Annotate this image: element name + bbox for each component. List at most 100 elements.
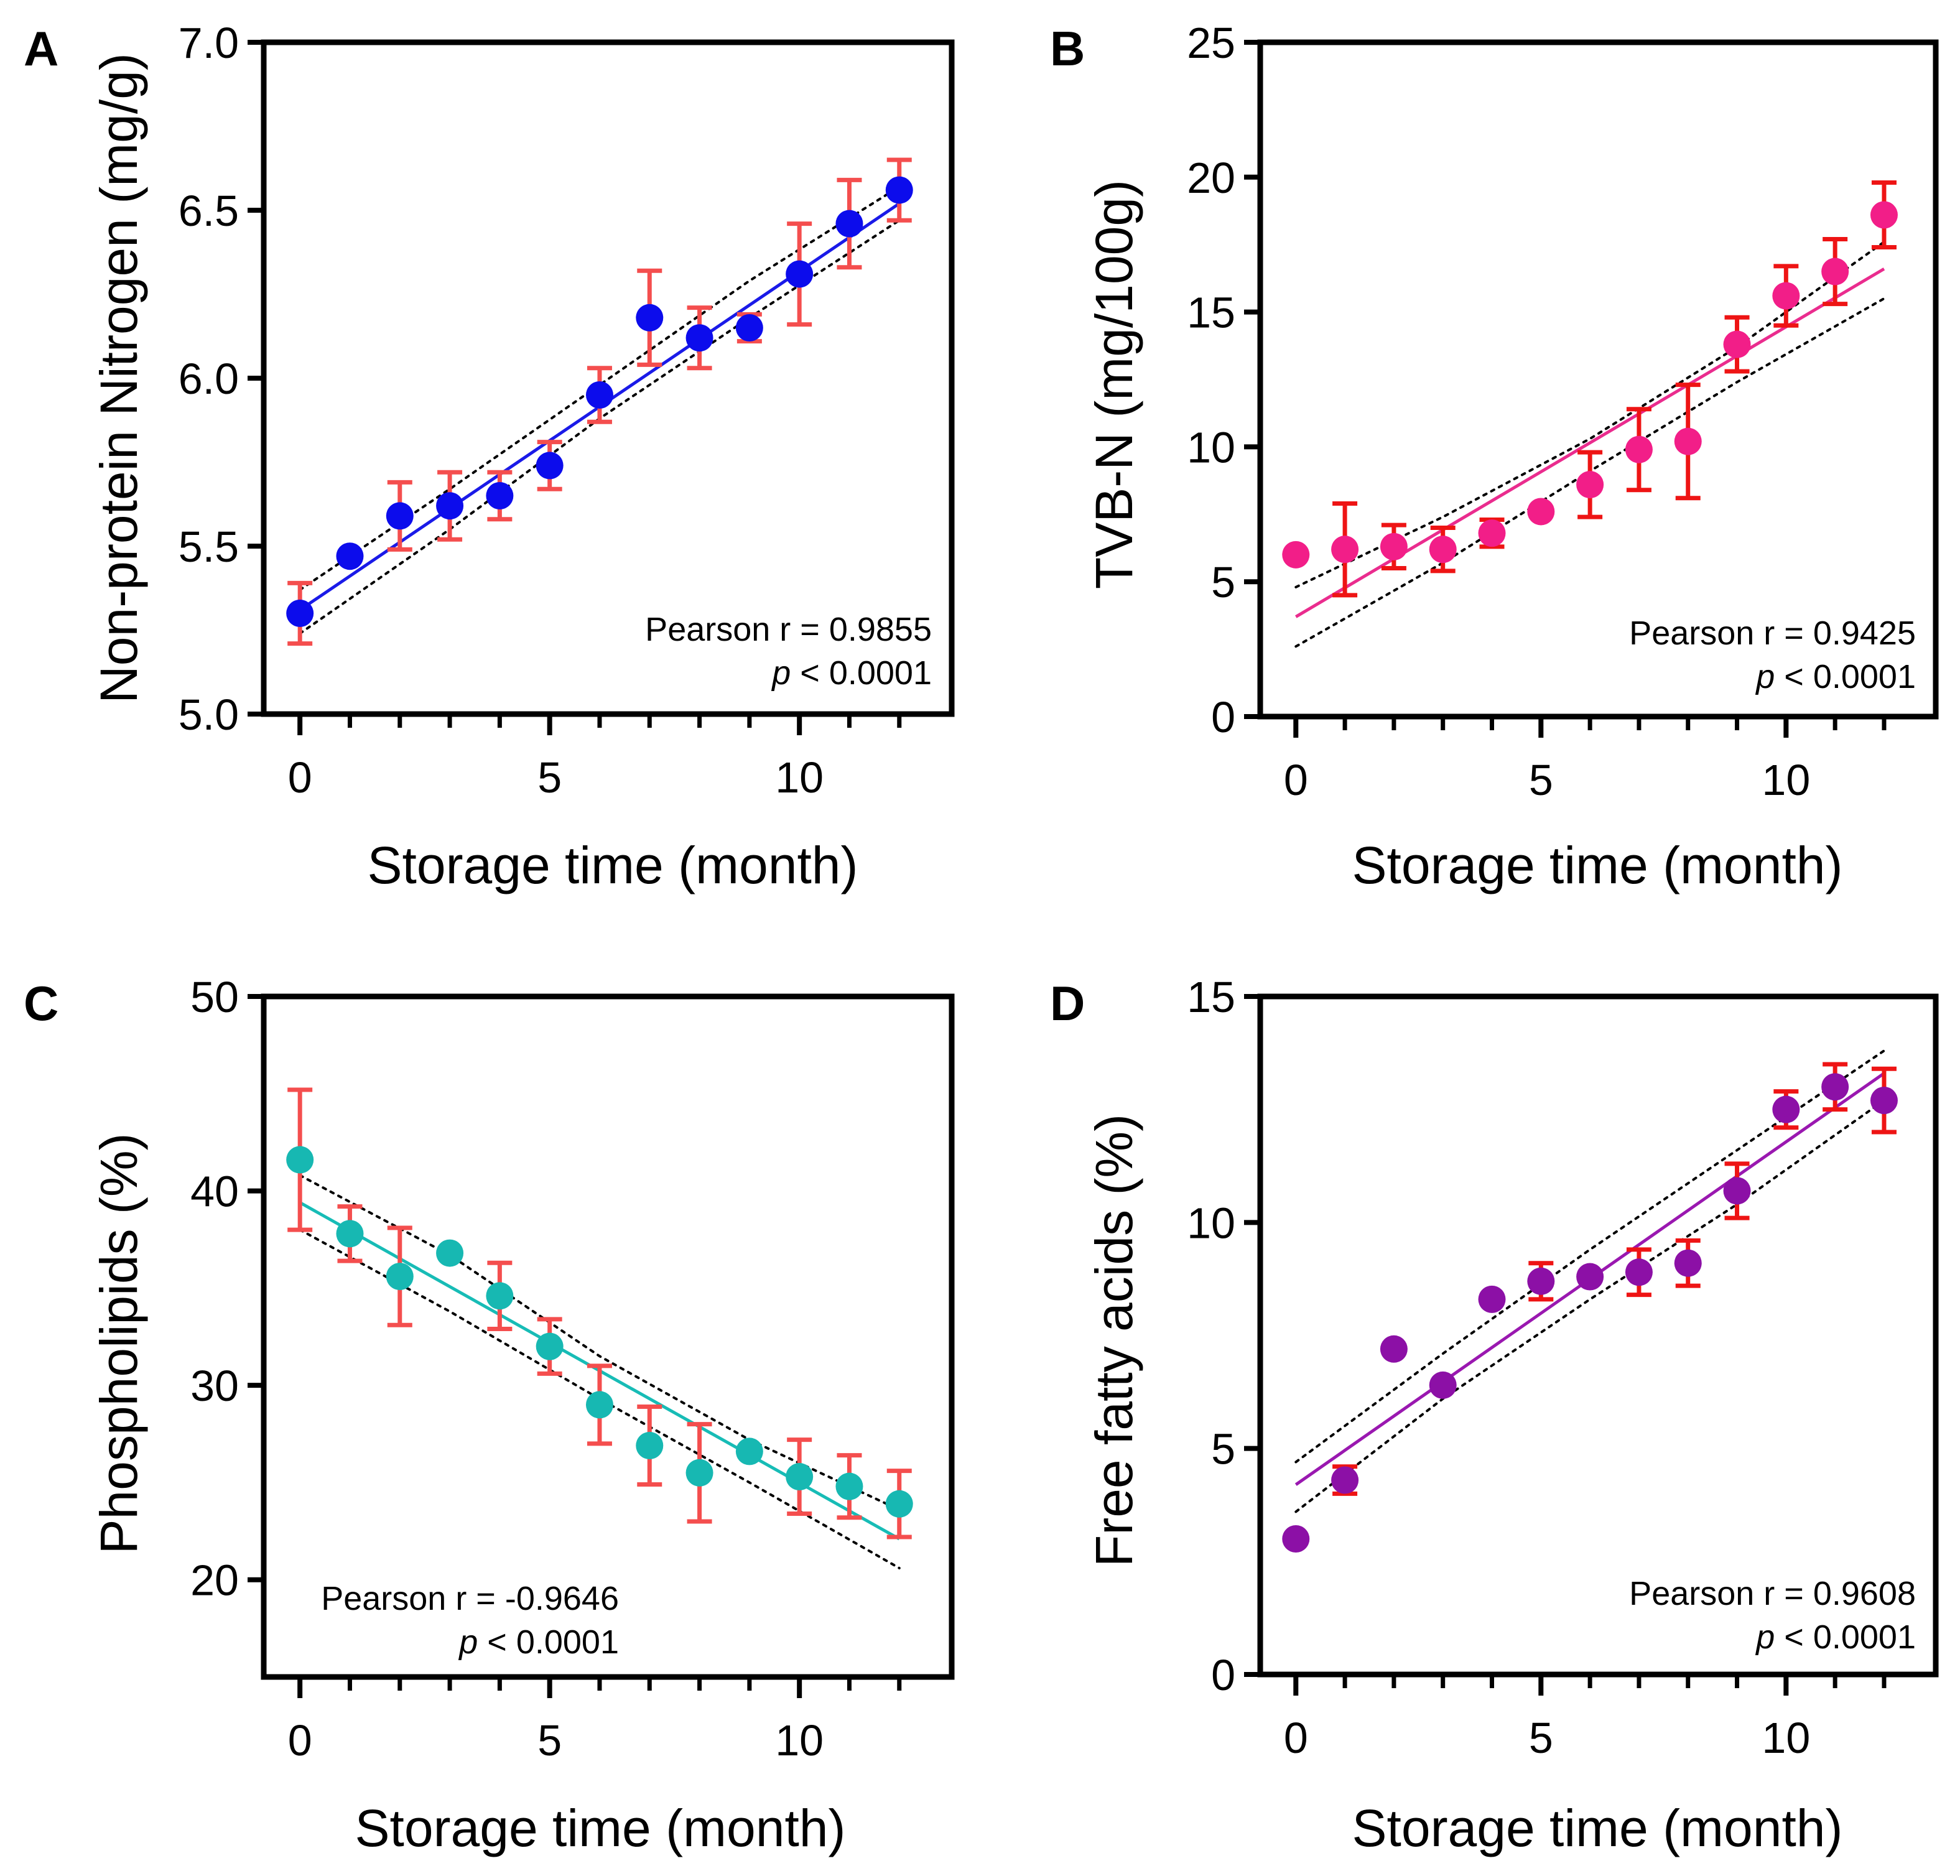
panel-b-data-point — [1772, 282, 1800, 310]
panel-c-data-point — [336, 1220, 364, 1248]
panel-d-data-point — [1282, 1525, 1310, 1553]
panel-d-data-point — [1772, 1095, 1800, 1123]
panel-letter-d: D — [1050, 976, 1085, 1031]
panel-d-ci-lower-line — [1294, 1099, 1885, 1513]
panel-a-p-value: p < 0.0001 — [771, 654, 932, 692]
panel-d-x-axis-label: Storage time (month) — [1352, 1799, 1843, 1857]
panel-c-data-point — [885, 1490, 913, 1518]
panel-d-data-point — [1674, 1249, 1702, 1277]
panel-d-ci-upper-line — [1294, 1049, 1885, 1464]
panel-d-marks: 0 5 10 15 0 5 10 — [1187, 973, 1939, 1762]
panel-b-y-tick-label: 10 — [1187, 423, 1235, 471]
panel-b-x-tick-label: 0 — [1284, 756, 1308, 804]
panel-d-x-tick-label: 5 — [1529, 1714, 1553, 1762]
panel-a-x-tick-label: 5 — [537, 753, 562, 802]
panel-c-data-point — [436, 1239, 464, 1267]
panel-a-data-point — [786, 260, 814, 288]
panel-b-p-value: p < 0.0001 — [1755, 658, 1916, 695]
panel-a-data-point — [585, 381, 613, 409]
panel-b-x-axis-label: Storage time (month) — [1352, 836, 1843, 894]
panel-d-data-point — [1625, 1258, 1653, 1286]
panel-a-data-point — [835, 210, 863, 238]
panel-b-y-tick-label: 20 — [1187, 154, 1235, 202]
panel-b-x-tick-label: 5 — [1529, 756, 1553, 804]
panel-a-y-tick-label: 5.5 — [179, 522, 239, 571]
panel-b-data-point — [1576, 471, 1604, 499]
panel-d-y-tick-label: 15 — [1187, 973, 1235, 1021]
panel-b-data-point — [1723, 330, 1751, 358]
panel-c-data-point — [286, 1146, 314, 1174]
panel-c-plot-frame — [261, 993, 955, 1680]
panel-d-p-value: p < 0.0001 — [1755, 1618, 1916, 1656]
panel-d-data-point — [1821, 1073, 1849, 1101]
panel-c-p-value: p < 0.0001 — [458, 1623, 619, 1661]
panel-b-y-tick-label: 0 — [1211, 693, 1235, 741]
panel-b-data-point — [1478, 519, 1506, 547]
panel-b-data-point — [1625, 435, 1653, 463]
panel-letter-b: B — [1050, 21, 1085, 76]
panel-b-y-tick-label: 15 — [1187, 289, 1235, 337]
panel-letter-a: A — [24, 21, 58, 76]
panel-a-y-axis-label: Non-protein Nitrogen (mg/g) — [90, 53, 148, 704]
panel-d-data-point — [1723, 1177, 1751, 1205]
panel-b-p-number: < 0.0001 — [1775, 658, 1916, 695]
panel-d-x-tick-label: 10 — [1762, 1714, 1810, 1762]
panel-d-data-point — [1527, 1267, 1555, 1295]
panel-c-data-point — [486, 1282, 514, 1310]
panel-b-data-point — [1380, 532, 1408, 560]
panel-a-x-tick-label: 10 — [775, 753, 824, 802]
panel-c-data-point — [735, 1437, 763, 1465]
panel-a-y-tick-label: 6.0 — [179, 355, 239, 403]
panel-d-y-tick-label: 5 — [1211, 1425, 1235, 1474]
panel-d-p-number: < 0.0001 — [1775, 1618, 1916, 1656]
panel-c-x-tick-label: 0 — [288, 1716, 312, 1765]
panel-b-marks: 0 5 10 15 20 25 0 5 10 — [1187, 19, 1939, 804]
panel-b-y-tick-label: 25 — [1187, 19, 1235, 67]
panel-a: A 5.0 5.5 6.0 6.5 7.0 0 5 10 Storage time (mont… — [24, 19, 955, 894]
panel-d-data-point — [1380, 1335, 1408, 1363]
panel-c-data-point — [685, 1459, 713, 1487]
panel-a-data-point — [536, 452, 564, 480]
panel-c-x-axis-label: Storage time (month) — [355, 1799, 846, 1857]
panel-c-y-tick-label: 50 — [190, 973, 239, 1021]
panel-b-data-point — [1429, 536, 1457, 564]
panel-c-y-axis-label: Phospholipids (%) — [90, 1133, 148, 1554]
panel-b-p-symbol: p — [1755, 658, 1775, 695]
panel-c-pearson-r: Pearson r = -0.9646 — [321, 1580, 619, 1617]
panel-a-data-point — [336, 542, 364, 570]
panel-a-y-tick-label: 7.0 — [179, 19, 239, 67]
panel-b-y-tick-label: 5 — [1211, 558, 1235, 606]
panel-d-data-point — [1429, 1371, 1457, 1399]
panel-d-y-tick-label: 0 — [1211, 1651, 1235, 1699]
panel-d-pearson-r: Pearson r = 0.9608 — [1629, 1575, 1916, 1612]
panel-a-p-number: < 0.0001 — [791, 654, 932, 692]
panel-d-data-point — [1870, 1087, 1898, 1115]
panel-a-data-point — [685, 324, 713, 352]
panel-d-data-point — [1331, 1466, 1359, 1494]
panel-a-data-point — [735, 314, 763, 341]
panel-a-data-point — [885, 176, 913, 204]
panel-b-data-point — [1870, 201, 1898, 229]
panel-b-data-point — [1821, 258, 1849, 286]
panel-a-data-point — [636, 304, 664, 332]
panel-b-data-point — [1282, 541, 1310, 569]
panel-d-data-point — [1478, 1285, 1506, 1313]
panel-c-data-point — [536, 1332, 564, 1360]
panel-d-data-point — [1576, 1263, 1604, 1291]
panel-b: B 0 5 10 15 20 25 0 5 10 Storage time (month) TV… — [1050, 19, 1939, 894]
panel-d-p-symbol: p — [1755, 1618, 1775, 1656]
panel-c-x-tick-label: 5 — [537, 1716, 562, 1765]
panel-c-p-number: < 0.0001 — [478, 1623, 619, 1661]
panel-d-plot-frame — [1257, 993, 1939, 1678]
panel-c-y-tick-label: 40 — [190, 1168, 239, 1216]
panel-c-data-point — [786, 1463, 814, 1491]
panel-d-y-axis-label: Free fatty acids (%) — [1085, 1114, 1143, 1567]
panel-b-plot-frame — [1257, 39, 1939, 720]
panel-c-data-point — [636, 1432, 664, 1460]
panel-b-data-point — [1527, 498, 1555, 526]
panel-a-data-point — [436, 492, 464, 520]
panel-a-y-tick-label: 5.0 — [179, 690, 239, 739]
panel-a-marks: 5.0 5.5 6.0 6.5 7.0 0 5 10 — [179, 19, 955, 802]
